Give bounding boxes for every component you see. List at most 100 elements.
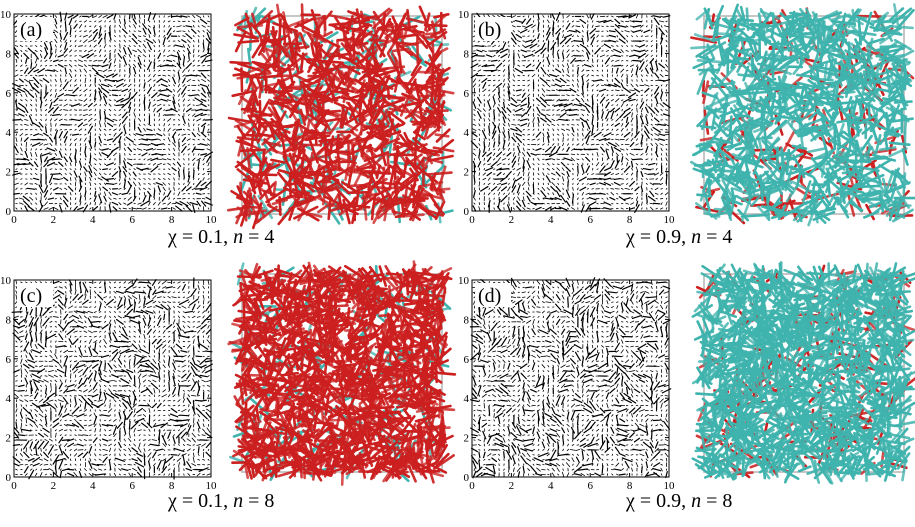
vector-arrow — [654, 96, 659, 105]
vector-arrow — [106, 14, 114, 19]
vector-arrow — [640, 69, 643, 72]
vector-arrow — [641, 141, 643, 148]
vector-arrow — [192, 143, 195, 146]
vector-arrow — [637, 53, 646, 59]
vector-arrow — [181, 186, 187, 192]
vector-arrow — [106, 162, 114, 167]
vector-arrow — [498, 191, 501, 196]
rod-majority — [302, 85, 309, 114]
rods — [690, 3, 915, 227]
vector-arrow — [596, 39, 599, 43]
vector-arrow — [601, 111, 604, 119]
rod-majority — [249, 22, 262, 36]
vector-arrow — [517, 196, 521, 201]
vector-arrow — [576, 158, 580, 161]
rod-majority — [372, 8, 393, 30]
vector-arrow — [152, 13, 157, 20]
vector-arrow — [17, 107, 26, 113]
vector-arrow — [14, 128, 19, 131]
vector-arrow — [502, 123, 506, 127]
vector-arrow — [138, 173, 141, 175]
vector-arrow — [20, 99, 23, 102]
vector-arrow — [584, 102, 591, 108]
vector-arrow — [132, 49, 138, 53]
vector-arrow — [112, 182, 118, 186]
rod-majority — [428, 192, 443, 213]
vector-arrow — [89, 197, 92, 200]
rod-majority — [296, 141, 303, 162]
panel-label-bg — [17, 17, 53, 41]
rod-majority — [713, 120, 730, 134]
vector-arrow — [532, 163, 535, 166]
rod-majority — [288, 92, 309, 105]
vector-arrow — [126, 96, 133, 104]
vector-arrow — [172, 96, 176, 104]
vector-arrow — [133, 30, 136, 32]
vector-arrow — [58, 59, 63, 62]
vector-arrow — [478, 123, 481, 127]
vector-arrow — [114, 64, 116, 67]
rod-majority — [272, 106, 281, 121]
vector-arrow — [92, 206, 99, 212]
rod-majority — [403, 153, 423, 167]
rod-majority — [325, 159, 333, 175]
vector-arrow — [87, 125, 93, 134]
rod-majority — [333, 101, 353, 112]
vector-arrow — [562, 148, 565, 151]
vector-arrow — [636, 64, 638, 67]
vector-arrow — [160, 207, 168, 210]
vector-arrow — [474, 54, 485, 57]
rod-majority — [329, 175, 350, 194]
vector-arrow — [197, 127, 200, 133]
vector-arrow — [605, 101, 610, 109]
vector-arrow — [583, 64, 592, 68]
vector-arrow — [84, 30, 87, 33]
vector-arrow — [190, 28, 197, 34]
vector-arrow — [522, 89, 525, 92]
vector-arrow — [121, 101, 129, 109]
vector-arrow — [591, 173, 595, 175]
vector-arrow — [202, 49, 205, 53]
vector-arrow — [550, 146, 556, 153]
rod-majority — [428, 75, 446, 83]
vector-arrow — [207, 41, 210, 51]
vector-arrow — [640, 153, 644, 156]
vector-arrow — [547, 192, 550, 195]
vector-arrow — [473, 196, 476, 201]
rod-majority — [263, 138, 279, 154]
vector-arrow — [207, 124, 210, 126]
rod-majority — [288, 172, 292, 198]
vector-arrow — [586, 177, 589, 181]
rod-majority — [277, 78, 295, 102]
vector-arrow — [207, 99, 210, 102]
vector-arrow — [557, 128, 560, 131]
rod-majority — [879, 32, 895, 45]
vector-arrow — [537, 192, 540, 195]
vector-arrow — [15, 58, 18, 63]
vector-arrow — [148, 195, 151, 203]
vector-arrow — [168, 197, 170, 200]
vector-arrow — [507, 186, 511, 192]
vector-arrow — [535, 97, 542, 103]
vector-arrow — [116, 97, 124, 103]
vector-arrow — [114, 40, 116, 43]
vector-arrow — [511, 179, 516, 189]
vector-arrow — [585, 120, 591, 130]
vector-arrow — [128, 143, 131, 146]
vector-arrow — [614, 89, 620, 92]
vector-arrow — [482, 151, 487, 158]
vector-arrow — [558, 103, 568, 107]
vector-arrow — [665, 84, 668, 87]
vector-arrow — [19, 153, 23, 156]
vector-arrow — [143, 40, 146, 42]
vector-arrow — [93, 59, 98, 62]
vector-arrow — [645, 49, 649, 53]
vector-arrow — [606, 158, 609, 161]
vector-arrow — [515, 89, 522, 92]
vector-arrow — [601, 59, 604, 62]
vector-arrow — [32, 87, 40, 94]
rod-majority — [405, 156, 421, 175]
rod-majority — [377, 203, 396, 220]
vector-arrow — [94, 118, 97, 121]
vector-arrow — [628, 92, 637, 99]
